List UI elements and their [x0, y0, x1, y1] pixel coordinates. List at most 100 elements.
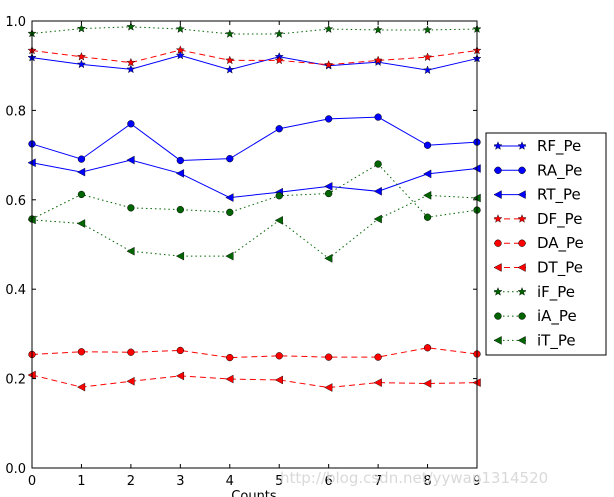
data-point-RT_Pe-6	[324, 182, 333, 191]
data-point-DT_Pe-4	[225, 374, 234, 384]
legend-marker-DA_Pe-a	[494, 239, 502, 247]
legend-marker-RF_Pe-a	[493, 141, 503, 150]
series-line-iF_Pe	[31, 26, 478, 35]
data-point-iF_Pe-3	[175, 24, 185, 33]
plot-frame	[31, 20, 478, 469]
data-point-DT_Pe-6	[324, 383, 333, 392]
data-point-iA_Pe-6	[325, 189, 333, 198]
data-point-iA_Pe-4	[226, 208, 234, 216]
data-point-DT_Pe-1	[77, 382, 86, 392]
legend-label-DA_Pe: DA_Pe	[537, 234, 584, 253]
legend-item-RA_Pe: RA_Pe	[494, 161, 582, 180]
legend-marker-iT_Pe-a	[493, 336, 502, 345]
legend-item-iA_Pe: iA_Pe	[494, 307, 577, 326]
data-point-RF_Pe-8	[423, 65, 433, 75]
data-point-DF_Pe-3	[175, 45, 185, 54]
legend-item-DF_Pe: DF_Pe	[493, 210, 582, 229]
legend-label-iT_Pe: iT_Pe	[537, 331, 576, 350]
y-tick-label-3: 0.6	[5, 194, 26, 209]
legend-marker-DF_Pe-a	[493, 214, 503, 223]
legend-label-iA_Pe: iA_Pe	[537, 307, 577, 326]
data-point-RT_Pe-4	[225, 193, 234, 202]
series-line-DF_Pe	[31, 49, 478, 66]
data-point-RT_Pe-7	[373, 186, 382, 196]
x-tick-label-0: 0	[28, 474, 36, 489]
data-point-RA_Pe-5	[275, 125, 283, 133]
data-point-DF_Pe-2	[126, 57, 136, 67]
data-point-RT_Pe-8	[423, 169, 432, 179]
data-point-DT_Pe-5	[274, 375, 283, 385]
x-tick-label-5: 5	[275, 474, 283, 489]
data-point-iA_Pe-1	[77, 190, 86, 199]
data-point-DF_Pe-6	[324, 60, 334, 69]
data-point-DA_Pe-7	[374, 353, 382, 361]
data-point-iT_Pe-5	[274, 216, 283, 225]
data-point-iT_Pe-8	[423, 190, 432, 200]
data-point-iA_Pe-3	[176, 205, 184, 214]
data-point-DF_Pe-8	[423, 52, 433, 62]
data-point-RF_Pe-4	[225, 64, 235, 74]
data-point-RA_Pe-4	[226, 155, 234, 163]
series-layer	[27, 22, 482, 392]
series-line-DA_Pe	[31, 347, 478, 359]
legend-marker-RT_Pe-b	[517, 190, 526, 199]
legend-label-DT_Pe: DT_Pe	[537, 259, 583, 278]
data-point-RF_Pe-2	[126, 64, 136, 74]
x-tick-label-1: 1	[77, 474, 85, 489]
legend-marker-DF_Pe-b	[517, 214, 527, 223]
data-point-DA_Pe-5	[275, 352, 283, 360]
series-DF_Pe	[27, 45, 482, 69]
data-point-RA_Pe-3	[176, 156, 184, 165]
series-RA_Pe	[28, 113, 481, 165]
series-line-RT_Pe	[31, 159, 478, 199]
legend-marker-RA_Pe-b	[518, 166, 526, 174]
data-point-DA_Pe-4	[226, 353, 234, 362]
data-point-iF_Pe-4	[225, 29, 235, 38]
data-point-DT_Pe-2	[126, 376, 135, 386]
series-iA_Pe	[28, 160, 481, 223]
legend-item-RT_Pe: RT_Pe	[493, 186, 581, 205]
watermark-text: http://blog.csdn.net/yywan1314520	[280, 469, 548, 487]
series-iT_Pe	[27, 190, 481, 263]
series-DA_Pe	[28, 344, 481, 362]
data-point-iF_Pe-5	[274, 29, 284, 38]
x-tick-label-8: 8	[423, 474, 431, 489]
legend-item-DT_Pe: DT_Pe	[493, 259, 583, 278]
data-point-DT_Pe-7	[373, 378, 382, 387]
legend: RF_Pe RA_Pe RT_Pe DF_Pe DA_Pe DT_Pe iF_Pe iA_Pe…	[485, 132, 607, 356]
legend-label-iF_Pe: iF_Pe	[537, 283, 575, 302]
legend-marker-iF_Pe-a	[493, 287, 503, 296]
data-point-iT_Pe-6	[324, 254, 333, 263]
data-point-iA_Pe-2	[127, 204, 135, 212]
series-RT_Pe	[27, 155, 481, 202]
x-tick-label-7: 7	[374, 474, 382, 489]
x-axis-label: Counts	[231, 489, 277, 497]
data-point-iT_Pe-3	[175, 251, 185, 261]
data-point-DF_Pe-5	[274, 55, 284, 65]
data-point-iT_Pe-7	[373, 214, 382, 224]
y-tick-label-5: 1.0	[5, 15, 26, 30]
axes-layer: 0 1 2 3 4 5 6 7 8 9 0.0 0.2 0.4 0.6 0.8 1.0	[5, 15, 481, 489]
data-point-DA_Pe-8	[423, 344, 432, 352]
y-tick-label-0: 0.0	[5, 462, 26, 477]
y-tick-label-2: 0.4	[5, 283, 26, 298]
series-line-iT_Pe	[31, 194, 478, 259]
x-tick-label-2: 2	[127, 474, 135, 489]
data-point-RA_Pe-8	[423, 141, 432, 149]
y-tick-label-1: 0.2	[5, 373, 26, 388]
x-tick-label-9: 9	[473, 474, 481, 489]
legend-marker-iA_Pe-b	[518, 312, 526, 320]
y-tick-label-4: 0.8	[5, 104, 26, 119]
series-DT_Pe	[27, 370, 481, 392]
data-point-DA_Pe-1	[77, 348, 86, 356]
data-point-DF_Pe-1	[76, 52, 86, 61]
series-line-RA_Pe	[31, 116, 478, 161]
data-point-iA_Pe-7	[374, 160, 382, 168]
data-point-iT_Pe-4	[225, 251, 234, 261]
data-point-iF_Pe-2	[126, 22, 136, 31]
data-point-RA_Pe-6	[325, 115, 333, 123]
data-point-RA_Pe-2	[127, 120, 135, 128]
data-point-iF_Pe-6	[324, 24, 334, 33]
data-point-RA_Pe-7	[374, 113, 382, 121]
data-point-iF_Pe-8	[423, 25, 433, 34]
